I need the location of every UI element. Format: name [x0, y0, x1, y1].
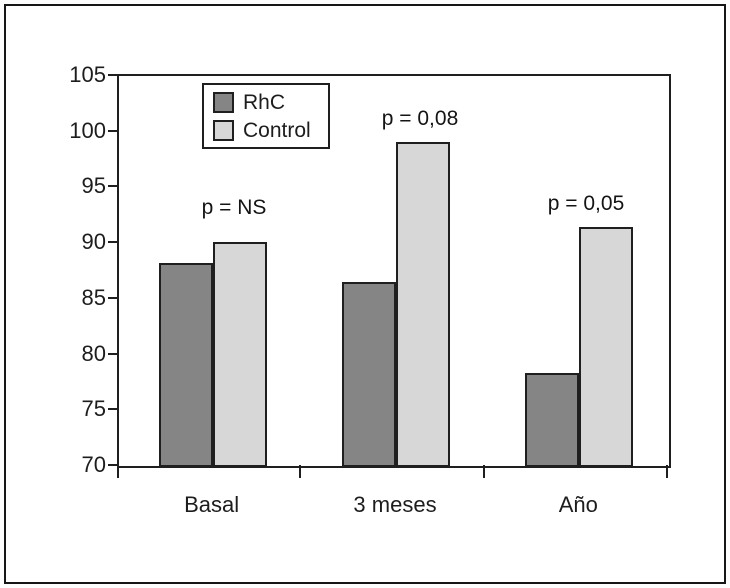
x-category-label-3-meses: 3 meses	[353, 492, 437, 517]
p-value-annotation-basal: p = NS	[201, 196, 267, 219]
y-tick-mark	[108, 185, 118, 188]
legend-item-rhc: RhC	[213, 91, 328, 114]
x-tick-mark	[666, 465, 668, 478]
x-tick-mark	[299, 465, 302, 478]
bar-rhc-3-meses	[342, 282, 396, 467]
y-axis-extension	[117, 465, 119, 478]
y-tick-mark	[108, 352, 118, 355]
legend-swatch-control	[213, 119, 234, 141]
legend-item-control: Control	[213, 119, 328, 142]
y-tick-mark	[108, 296, 118, 299]
y-tick-label: 75	[81, 396, 106, 422]
legend-label-control: Control	[243, 118, 311, 142]
y-tick-label: 90	[81, 229, 106, 255]
bar-rhc-basal	[158, 263, 213, 467]
y-tick-label: 80	[81, 340, 106, 366]
p-value-annotation-3-meses: p = 0,08	[381, 107, 459, 130]
y-tick-label: 85	[81, 284, 106, 310]
bar-control-3-meses	[396, 141, 450, 467]
bar-control-a-o	[579, 226, 634, 467]
p-value-annotation-a-o: p = 0,05	[547, 192, 625, 215]
legend-label-rhc: RhC	[243, 90, 286, 114]
legend-swatch-rhc	[213, 91, 234, 113]
legend: RhC Control	[202, 83, 330, 149]
y-tick-label: 105	[69, 62, 106, 87]
y-tick-mark	[108, 129, 118, 132]
bar-control-basal	[212, 242, 267, 467]
y-tick-label: 95	[81, 173, 106, 199]
y-tick-mark	[108, 241, 118, 244]
y-tick-mark	[108, 408, 118, 411]
figure-frame: 105 100 95 90 85 80 75 70 Basal 3 meses Año p = N…	[4, 4, 726, 584]
y-tick-mark	[108, 464, 118, 466]
x-tick-mark	[482, 465, 485, 478]
bar-rhc-a-o	[525, 372, 580, 467]
y-tick-label: 70	[81, 452, 106, 477]
x-category-label-a-o: Año	[558, 492, 598, 517]
x-category-label-basal: Basal	[184, 492, 240, 517]
y-tick-mark	[108, 74, 118, 76]
y-tick-label: 100	[69, 117, 106, 143]
